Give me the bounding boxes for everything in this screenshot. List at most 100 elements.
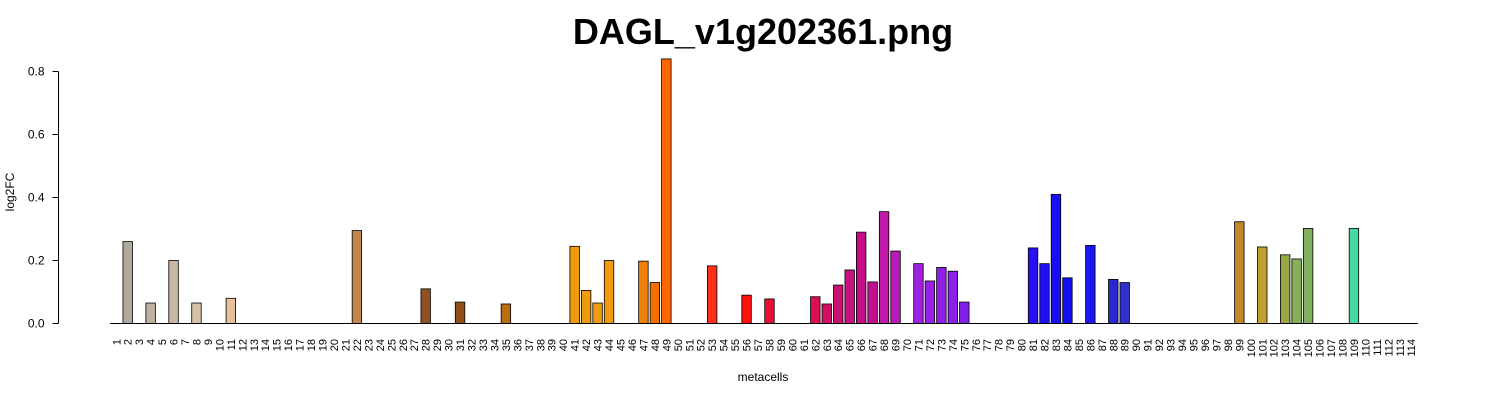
x-tick-label: 85 [1074,339,1086,351]
x-tick-label: 8 [191,339,203,345]
bar-66 [856,231,867,324]
bar-84 [1062,277,1073,324]
x-tick-label: 35 [501,339,513,351]
x-tick-label: 29 [432,339,444,351]
x-tick-label: 14 [260,339,272,351]
x-tick-label: 79 [1005,339,1017,351]
x-tick-label: 80 [1017,339,1029,351]
bar-42 [580,290,592,324]
x-tick-label: 55 [730,339,742,351]
x-tick-label: 100 [1246,339,1258,357]
x-tick-label: 38 [535,339,547,351]
bar-35 [500,303,512,324]
bar-86 [1085,244,1096,324]
bar-2 [122,241,133,324]
x-tick-label: 32 [467,339,479,351]
x-tick-label: 44 [604,339,616,351]
bar-99 [1234,221,1245,324]
x-tick-label: 75 [959,339,971,351]
y-tick-label: 0.0 [28,317,45,331]
x-tick-label: 74 [948,339,960,351]
x-tick-label: 95 [1188,339,1200,351]
x-tick-label: 18 [306,339,318,351]
x-tick-label: 4 [146,339,158,345]
x-tick-label: 39 [547,339,559,351]
bar-82 [1039,263,1050,324]
x-tick-label: 45 [615,339,627,351]
x-tick-label: 60 [787,339,799,351]
x-tick-label: 30 [444,339,456,351]
x-tick-label: 52 [696,339,708,351]
x-tick-label: 59 [776,339,788,351]
x-tick-label: 19 [318,339,330,351]
x-tick-label: 92 [1154,339,1166,351]
bar-53 [707,265,718,324]
bar-6 [168,260,179,324]
x-tick-label: 114 [1406,339,1418,357]
x-tick-label: 24 [375,339,387,351]
bars [122,58,1360,324]
x-tick-label: 7 [180,339,192,345]
bar-67 [867,281,878,324]
x-tick-label: 70 [902,339,914,351]
chart-title: DAGL_v1g202361.png [573,11,953,52]
x-tick-label: 41 [570,339,582,351]
x-tick-label: 67 [868,339,880,351]
x-tick-label: 46 [627,339,639,351]
x-tick-label: 111 [1372,339,1384,356]
x-tick-label: 26 [398,339,410,351]
y-tick-label: 0.6 [28,128,45,142]
x-tick-label: 93 [1166,339,1178,351]
x-tick-label: 23 [363,339,375,351]
y-tick-label: 0.8 [28,65,45,79]
bar-89 [1119,282,1130,324]
x-tick-label: 94 [1177,339,1189,351]
x-tick-label: 25 [386,339,398,351]
x-tick-label: 96 [1200,339,1212,351]
x-tick-label: 90 [1131,339,1143,351]
bar-69 [890,250,901,324]
x-tick-label: 77 [982,339,994,351]
x-tick-label: 97 [1211,339,1223,351]
x-tick-label: 15 [272,339,284,351]
bar-56 [741,294,752,324]
x-tick-label: 47 [638,339,650,351]
bar-44 [603,260,615,324]
bar-88 [1108,278,1119,324]
bar-43 [592,302,603,324]
x-tick-label: 54 [719,339,731,351]
bar-73 [936,267,947,324]
x-tick-label: 51 [684,339,696,351]
y-axis-label: log2FC [3,172,17,211]
bar-63 [821,303,832,324]
bar-71 [913,263,924,324]
y-tick-label: 0.4 [28,191,45,205]
bar-64 [833,284,844,324]
x-tick-label: 1 [111,339,123,345]
x-tick-label: 3 [134,339,146,345]
x-tick-label: 61 [799,339,811,351]
x-tick-label: 53 [707,339,719,351]
x-tick-label: 83 [1051,339,1063,351]
x-tick-label: 11 [226,339,238,350]
x-tick-label: 17 [295,339,307,351]
x-tick-label: 64 [833,339,845,351]
x-tick-label: 43 [593,339,605,351]
x-tick-label: 27 [409,339,421,351]
x-tick-label: 107 [1326,339,1338,357]
x-tick-label: 113 [1395,339,1407,357]
x-tick-label: 110 [1360,339,1372,357]
bar-4 [145,302,156,324]
x-tick-label: 36 [512,339,524,351]
x-tick-label: 12 [237,339,249,351]
x-tick-label: 6 [169,339,181,345]
x-tick-label: 34 [489,339,501,351]
x-tick-label: 57 [753,339,765,351]
bar-62 [810,296,821,324]
x-tick-label: 37 [524,339,536,351]
bar-49 [661,58,672,324]
bar-105 [1302,227,1314,324]
x-tick-label: 99 [1234,339,1246,351]
x-tick-label: 103 [1280,339,1292,357]
bar-31 [454,301,466,324]
